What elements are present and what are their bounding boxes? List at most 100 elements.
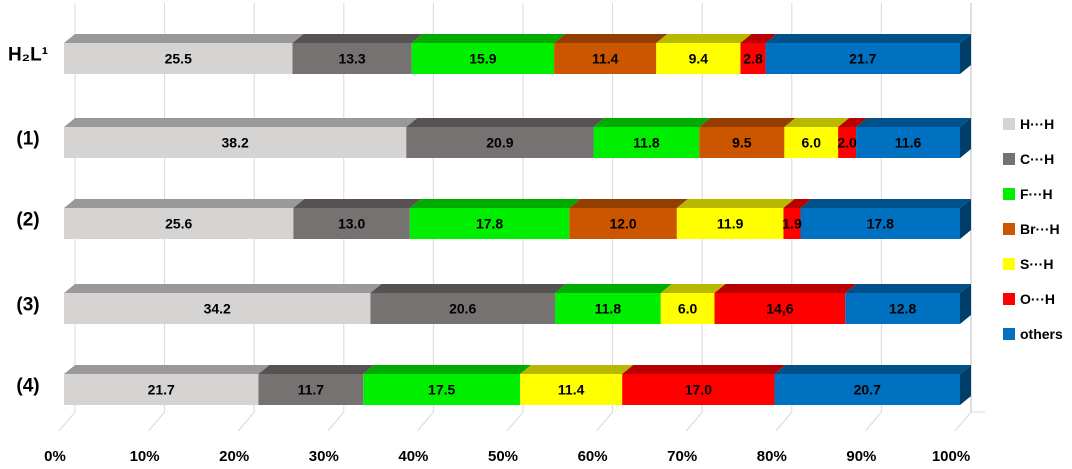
bar-side-face <box>960 199 971 239</box>
legend-swatch <box>1003 328 1015 340</box>
bar-top-face <box>656 34 752 43</box>
data-label: 21.7 <box>148 382 175 398</box>
bar-segment <box>64 293 371 324</box>
bar-segment <box>64 127 407 158</box>
bar-segment <box>774 374 960 405</box>
data-label: 12.0 <box>609 216 636 232</box>
bar-segment <box>409 208 570 239</box>
bars: 25.5 13.3 15.9 11.4 9.4 2.8 21.7 38.2 20.9 11.8 9.… <box>64 34 971 405</box>
data-label: 2.0 <box>837 135 857 151</box>
bar-segment <box>64 43 293 74</box>
data-label: 14,6 <box>766 301 793 317</box>
bar-segment <box>838 127 857 158</box>
bar-segment <box>520 374 623 405</box>
bar-segment <box>622 374 775 405</box>
bar-segment <box>856 127 960 158</box>
bar-segment <box>555 293 661 324</box>
bar-top-face <box>783 199 812 208</box>
bar-segment <box>293 208 410 239</box>
data-label: 11.9 <box>717 216 744 232</box>
category-labels: H₂L¹ (1) (2) (3) (4) <box>8 45 48 397</box>
x-tick-label: 90% <box>846 448 876 465</box>
bar-segment <box>740 43 766 74</box>
bar-top-face <box>64 34 304 43</box>
category-label: (3) <box>16 295 39 316</box>
bar-segment <box>656 43 741 74</box>
bar-top-face <box>64 118 418 127</box>
legend-swatch <box>1003 153 1015 165</box>
bar-segment <box>569 208 677 239</box>
bar-segment <box>554 43 657 74</box>
bar-top-face <box>409 199 581 208</box>
data-label: 17.5 <box>428 382 455 398</box>
legend-swatch <box>1003 223 1015 235</box>
legend-label: F···H <box>1020 186 1053 202</box>
bar-top-face <box>845 284 971 293</box>
bar-top-face <box>593 118 711 127</box>
data-label: 38.2 <box>222 135 249 151</box>
bar-top-face <box>856 118 971 127</box>
floor-line <box>685 411 703 432</box>
data-label: 15.9 <box>469 51 496 67</box>
bar-segment <box>258 374 364 405</box>
data-label: 17.8 <box>476 216 503 232</box>
bar-top-face <box>406 118 605 127</box>
data-label: 13.3 <box>338 51 365 67</box>
bar-segment <box>784 127 839 158</box>
floor-line <box>775 411 793 432</box>
bar-top-face <box>293 199 421 208</box>
bar-segment <box>593 127 700 158</box>
x-axis-ticks: 0% 10% 20% 30% 40% 50% 60% 70% 80% 90% 100% <box>44 448 970 465</box>
bar-top-face <box>64 199 305 208</box>
data-label: 17.0 <box>685 382 712 398</box>
bar-segment <box>292 43 412 74</box>
x-tick-label: 30% <box>309 448 339 465</box>
legend-swatch <box>1003 118 1015 130</box>
x-tick-label: 100% <box>932 448 970 465</box>
bar-segment <box>363 374 521 405</box>
data-label: 1.9 <box>782 216 802 232</box>
bar-segment <box>800 208 960 239</box>
legend-label: O···H <box>1020 291 1055 307</box>
x-tick-label: 50% <box>488 448 518 465</box>
data-label: 34.2 <box>204 301 231 317</box>
category-label: (1) <box>16 129 39 150</box>
legend-swatch <box>1003 188 1015 200</box>
data-label: 25.5 <box>165 51 192 67</box>
floor-line <box>596 411 613 432</box>
category-label: (4) <box>16 376 39 397</box>
bar-top-face <box>765 34 971 43</box>
bar-top-face <box>838 118 868 127</box>
x-tick-label: 60% <box>578 448 608 465</box>
data-label: 6.0 <box>678 301 698 317</box>
bar-segment <box>370 293 556 324</box>
x-tick-label: 20% <box>219 448 249 465</box>
bar-top-face <box>622 365 786 374</box>
legend-label: Br···H <box>1020 221 1060 237</box>
legend-swatch <box>1003 258 1015 270</box>
x-tick-label: 10% <box>130 448 160 465</box>
legend-label: S···H <box>1020 256 1053 272</box>
floor-line <box>327 411 345 432</box>
floor-line <box>417 411 434 432</box>
bar-top-face <box>676 199 795 208</box>
bar-top-face <box>292 34 423 43</box>
bar-top-face <box>411 34 566 43</box>
category-label: H₂L¹ <box>8 45 48 66</box>
floor-line <box>954 411 972 432</box>
data-label: 25.6 <box>165 216 192 232</box>
data-label: 13.0 <box>338 216 365 232</box>
data-label: 20.7 <box>854 382 881 398</box>
data-label: 9.5 <box>732 135 752 151</box>
legend: H···H C···H F···H Br···H S···H O···H others <box>1003 116 1063 342</box>
bar-top-face <box>258 365 375 374</box>
bar-top-face <box>784 118 850 127</box>
data-label: 20.9 <box>486 135 513 151</box>
bar-top-face <box>699 118 796 127</box>
data-label: 20.6 <box>449 301 476 317</box>
floor-line <box>148 411 165 432</box>
bar-segment <box>845 293 960 324</box>
data-label: 11.4 <box>558 382 585 398</box>
bar-segment <box>411 43 555 74</box>
